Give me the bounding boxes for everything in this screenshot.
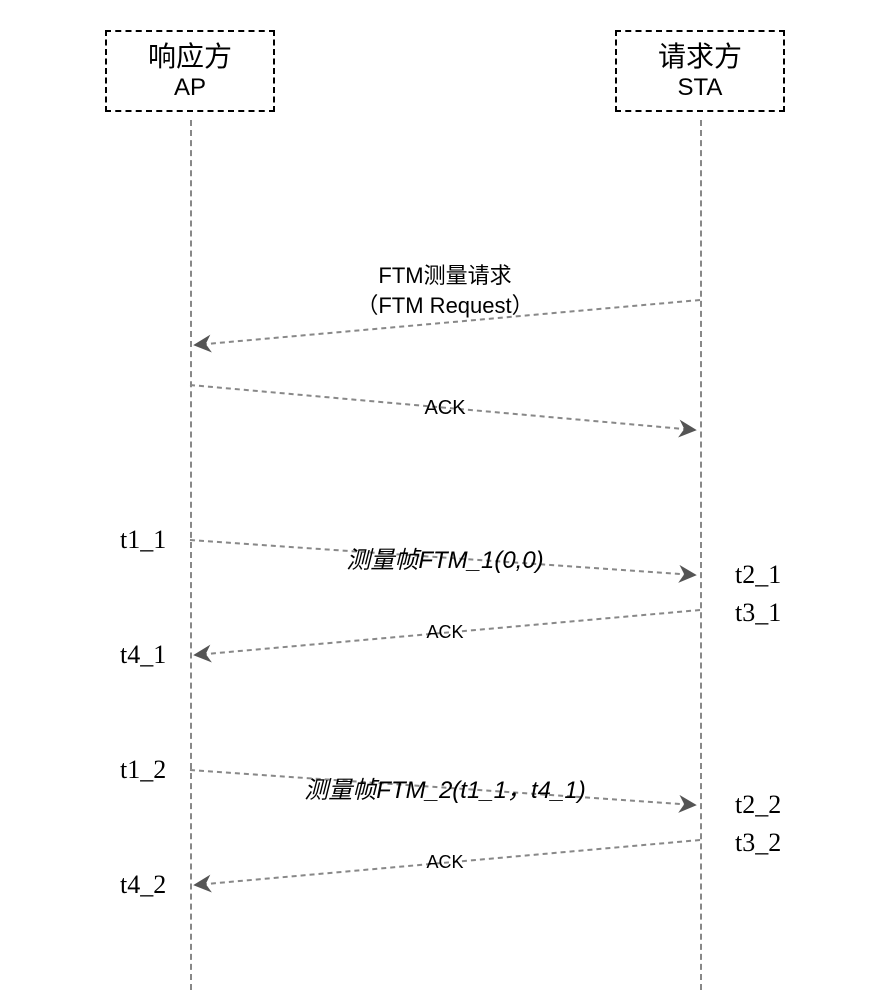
ts-t2-2: t2_2 bbox=[735, 790, 781, 820]
label-ack0: ACK bbox=[424, 397, 465, 420]
ts-t3-2: t3_2 bbox=[735, 828, 781, 858]
actor-requester-subtitle: STA bbox=[629, 74, 771, 103]
label-ftm1: 测量帧FTM_1(0,0) bbox=[346, 540, 543, 575]
label-ftm-request-line1: FTM测量请求 bbox=[378, 258, 511, 290]
ts-t4-2: t4_2 bbox=[120, 870, 166, 900]
lifeline-right bbox=[700, 120, 702, 990]
actor-requester-box: 请求方 STA bbox=[615, 30, 785, 112]
ts-t4-1: t4_1 bbox=[120, 640, 166, 670]
label-ack1: ACK bbox=[426, 622, 463, 643]
lifeline-left bbox=[190, 120, 192, 990]
sequence-diagram: 响应方 AP 请求方 STA FTM测量请求 （FTM Request） ACK… bbox=[0, 0, 896, 1000]
label-ftm2: 测量帧FTM_2(t1_1，t4_1) bbox=[304, 770, 585, 805]
actor-requester-title: 请求方 bbox=[629, 40, 771, 74]
ts-t1-2: t1_2 bbox=[120, 755, 166, 785]
actor-responder-title: 响应方 bbox=[119, 40, 261, 74]
label-ack2: ACK bbox=[426, 852, 463, 873]
ts-t3-1: t3_1 bbox=[735, 598, 781, 628]
actor-responder-subtitle: AP bbox=[119, 74, 261, 103]
actor-responder-box: 响应方 AP bbox=[105, 30, 275, 112]
ts-t2-1: t2_1 bbox=[735, 560, 781, 590]
label-ftm-request-line2: （FTM Request） bbox=[356, 288, 533, 320]
ts-t1-1: t1_1 bbox=[120, 525, 166, 555]
